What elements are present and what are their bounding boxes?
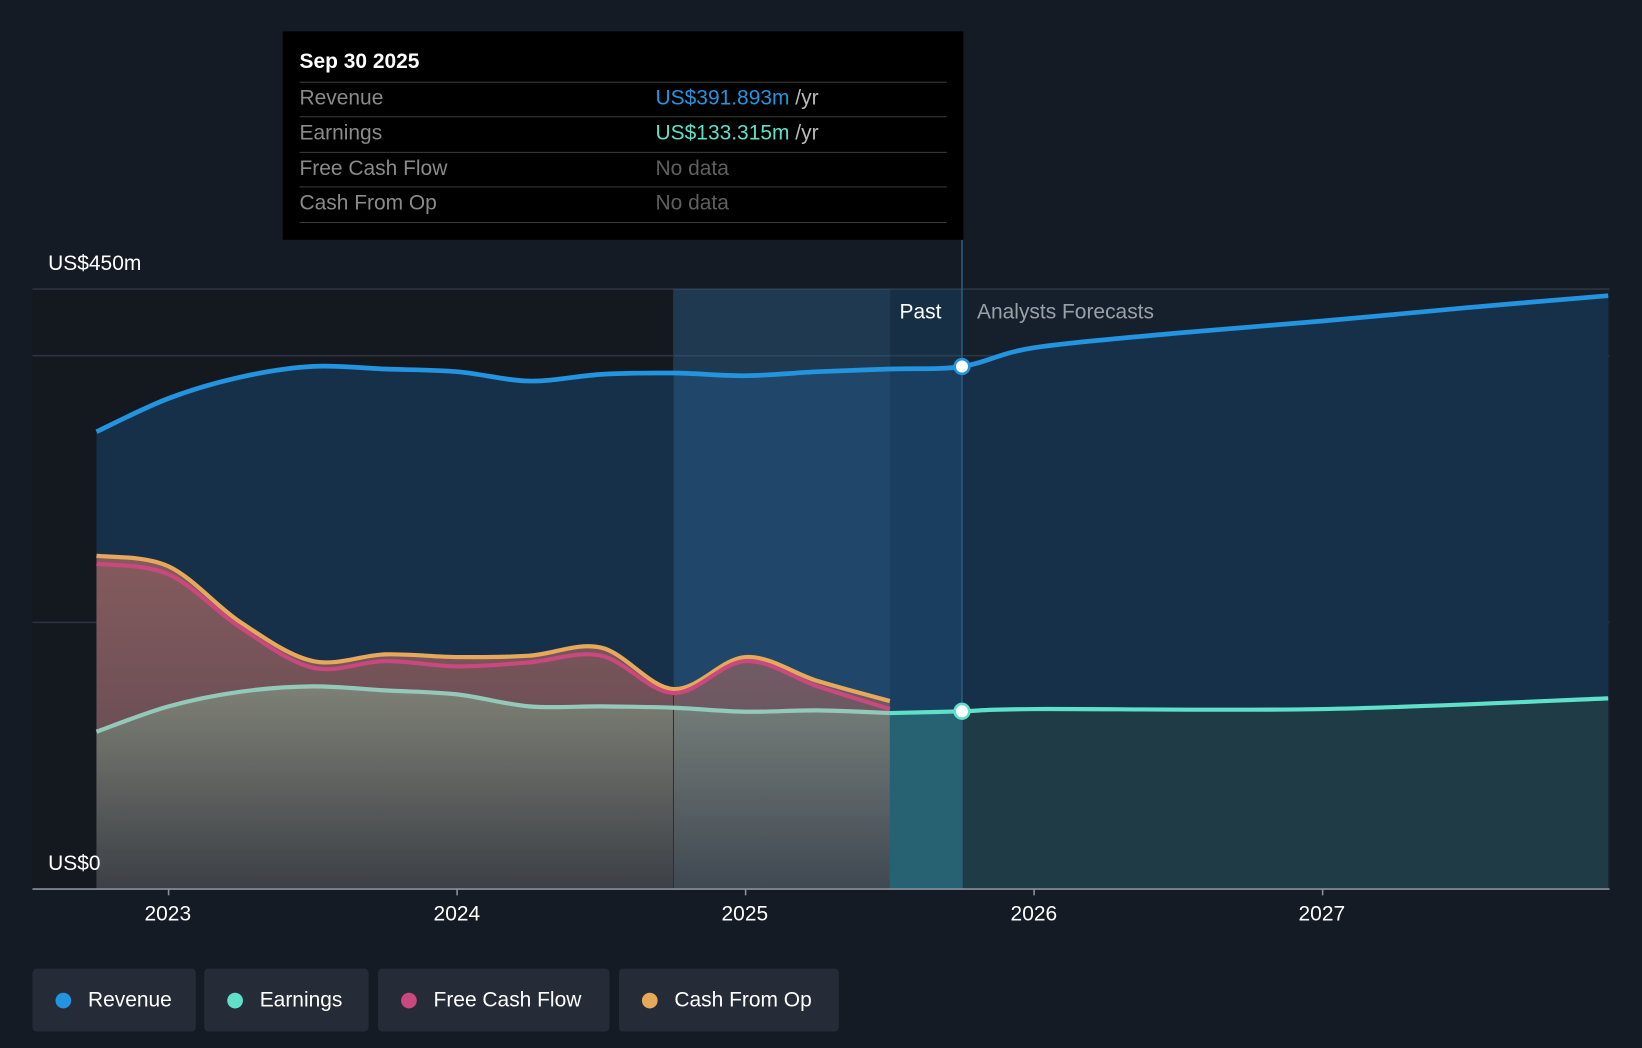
x-tick-label: 2023 — [144, 902, 192, 926]
earnings-area-forecast — [961, 698, 1609, 890]
legend-cash-from-op[interactable]: Cash From Op — [618, 968, 839, 1032]
legend-free-cash-flow[interactable]: Free Cash Flow — [378, 968, 610, 1032]
tooltip-value: US$133.315m — [655, 121, 790, 145]
tooltip-label: Earnings — [299, 121, 383, 145]
tooltip-label: Free Cash Flow — [299, 157, 448, 181]
earnings-area-recent — [889, 711, 962, 890]
tooltip-row-earnings: Earnings US$133.315m /yr — [299, 116, 947, 152]
tooltip-label: Revenue — [299, 86, 384, 110]
y-tick-label-zero: US$0 — [48, 852, 101, 876]
x-tick-label: 2025 — [721, 902, 769, 926]
forecast-label: Analysts Forecasts — [977, 300, 1154, 324]
x-tick-label: 2027 — [1298, 902, 1346, 926]
earnings-area-past — [96, 686, 890, 890]
cash-from-op-line — [96, 553, 891, 704]
earnings-marker — [953, 702, 971, 720]
revenue-dot-icon — [55, 992, 72, 1008]
tooltip: Sep 30 2025 Revenue US$391.893m /yr Earn… — [282, 31, 964, 240]
legend-label: Earnings — [259, 988, 343, 1012]
x-tick-label: 2024 — [433, 902, 481, 926]
past-label: Past — [899, 300, 942, 324]
earnings-line-past — [95, 684, 890, 734]
legend-earnings[interactable]: Earnings — [204, 968, 369, 1032]
tooltip-unit: /yr — [795, 86, 819, 110]
highlight-overlay — [673, 289, 891, 890]
legend-label: Free Cash Flow — [433, 988, 582, 1012]
tooltip-value: US$391.893m — [655, 86, 790, 110]
fcf-dot-icon — [401, 992, 417, 1008]
y-tick-label-max: US$450m — [48, 252, 142, 276]
tooltip-unit: /yr — [795, 121, 819, 145]
divider — [299, 222, 947, 224]
earnings-dot-icon — [227, 992, 243, 1008]
tooltip-row-fcf: Free Cash Flow No data — [299, 151, 947, 188]
revenue-marker — [953, 357, 971, 376]
cfo-dot-icon — [641, 992, 658, 1008]
tooltip-row-cfo: Cash From Op No data — [299, 186, 947, 222]
x-tick-label: 2026 — [1010, 902, 1058, 926]
free-cash-flow-line — [96, 561, 891, 712]
legend-label: Revenue — [87, 988, 172, 1012]
tooltip-value: No data — [655, 157, 729, 181]
tooltip-label: Cash From Op — [299, 191, 437, 215]
revenue-line — [95, 293, 1609, 434]
tooltip-row-revenue: Revenue US$391.893m /yr — [299, 81, 947, 118]
legend-revenue[interactable]: Revenue — [32, 968, 196, 1032]
tooltip-date: Sep 30 2025 — [299, 50, 420, 74]
legend-label: Cash From Op — [674, 988, 812, 1012]
tooltip-value: No data — [655, 191, 729, 215]
